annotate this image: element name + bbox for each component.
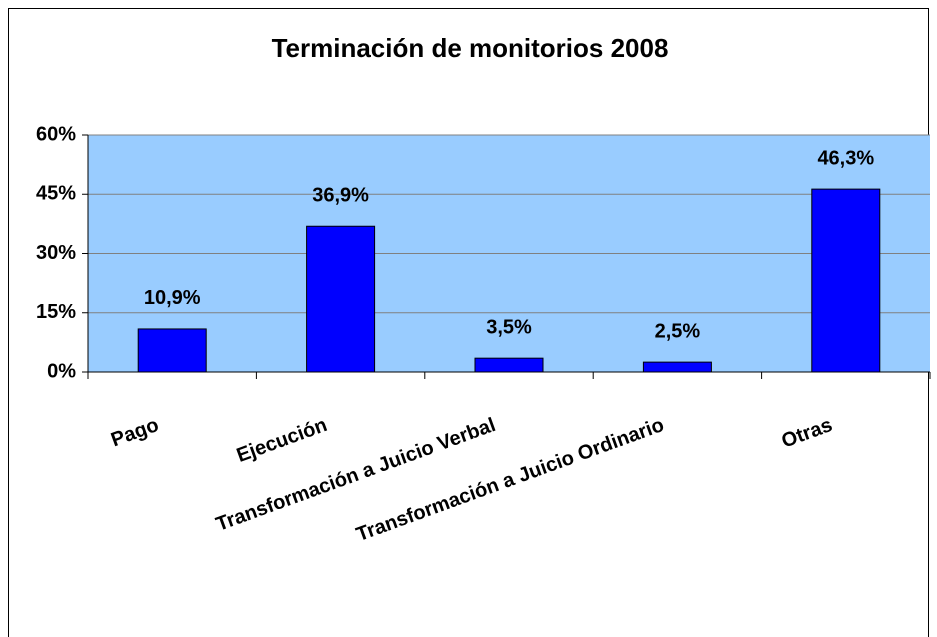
y-tick-label: 0% (47, 360, 76, 382)
value-label: 3,5% (486, 316, 532, 338)
value-label: 36,9% (312, 185, 369, 207)
value-label: 46,3% (817, 147, 874, 169)
y-tick-label: 30% (36, 242, 76, 264)
bar (474, 357, 544, 373)
bar (811, 188, 881, 373)
bar (642, 361, 712, 373)
y-tick-label: 45% (36, 183, 76, 205)
y-tick-label: 60% (36, 123, 76, 145)
chart-title: Terminación de monitorios 2008 (272, 33, 669, 63)
value-label: 2,5% (655, 320, 701, 342)
value-label: 10,9% (144, 287, 201, 309)
y-tick-label: 15% (36, 301, 76, 323)
bar (137, 328, 207, 373)
bar (306, 225, 376, 373)
